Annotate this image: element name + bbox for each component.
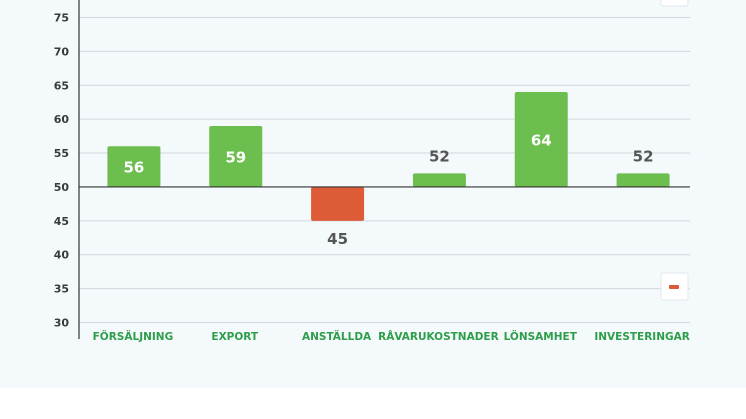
y-tick-label: 35 [54,283,69,296]
y-tick-label: 60 [54,113,70,126]
data-label: 52 [633,147,654,165]
labels: 30 35 40 45 50 55 60 65 70 75 56 FÖRSÄLJNING 59 EXPOR… [54,12,690,344]
chart-panel: 30 35 40 45 50 55 60 65 70 75 56 FÖRSÄLJNING 59 EXPOR… [0,0,746,388]
data-label: 45 [327,230,348,248]
bar-3 [412,173,466,187]
data-label: 52 [429,147,450,165]
bar-0 [107,146,161,187]
data-label: 64 [531,132,552,150]
x-tick-label: INVESTERINGAR [594,331,690,343]
legend [660,0,689,301]
legend-negative-mark [669,285,679,289]
x-tick-label: ANSTÄLLDA [302,329,372,343]
x-tick-label: RÅVARUKOSTNADER [378,330,499,343]
bars [107,92,670,221]
legend-swatch-positive[interactable] [660,0,689,7]
x-tick-label: LÖNSAMHET [504,329,578,343]
bar-4 [514,92,568,187]
y-tick-label: 65 [54,79,69,92]
y-tick-label: 30 [54,317,70,330]
y-tick-label: 70 [54,45,70,58]
y-tick-label: 75 [54,12,69,25]
y-tick-label: 50 [54,181,70,194]
gridlines [79,17,690,323]
data-label: 56 [123,159,144,177]
x-tick-label: FÖRSÄLJNING [93,329,174,343]
x-tick-label: EXPORT [211,331,259,343]
bar-1 [209,125,263,187]
axes [78,0,690,339]
y-tick-label: 40 [54,249,70,262]
bar-2 [311,186,365,221]
data-label: 59 [225,148,246,166]
y-tick-label: 45 [54,215,69,228]
y-tick-label: 55 [54,147,69,160]
bar-chart: 30 35 40 45 50 55 60 65 70 75 56 FÖRSÄLJNING 59 EXPOR… [54,0,690,344]
bar-5 [616,173,670,187]
